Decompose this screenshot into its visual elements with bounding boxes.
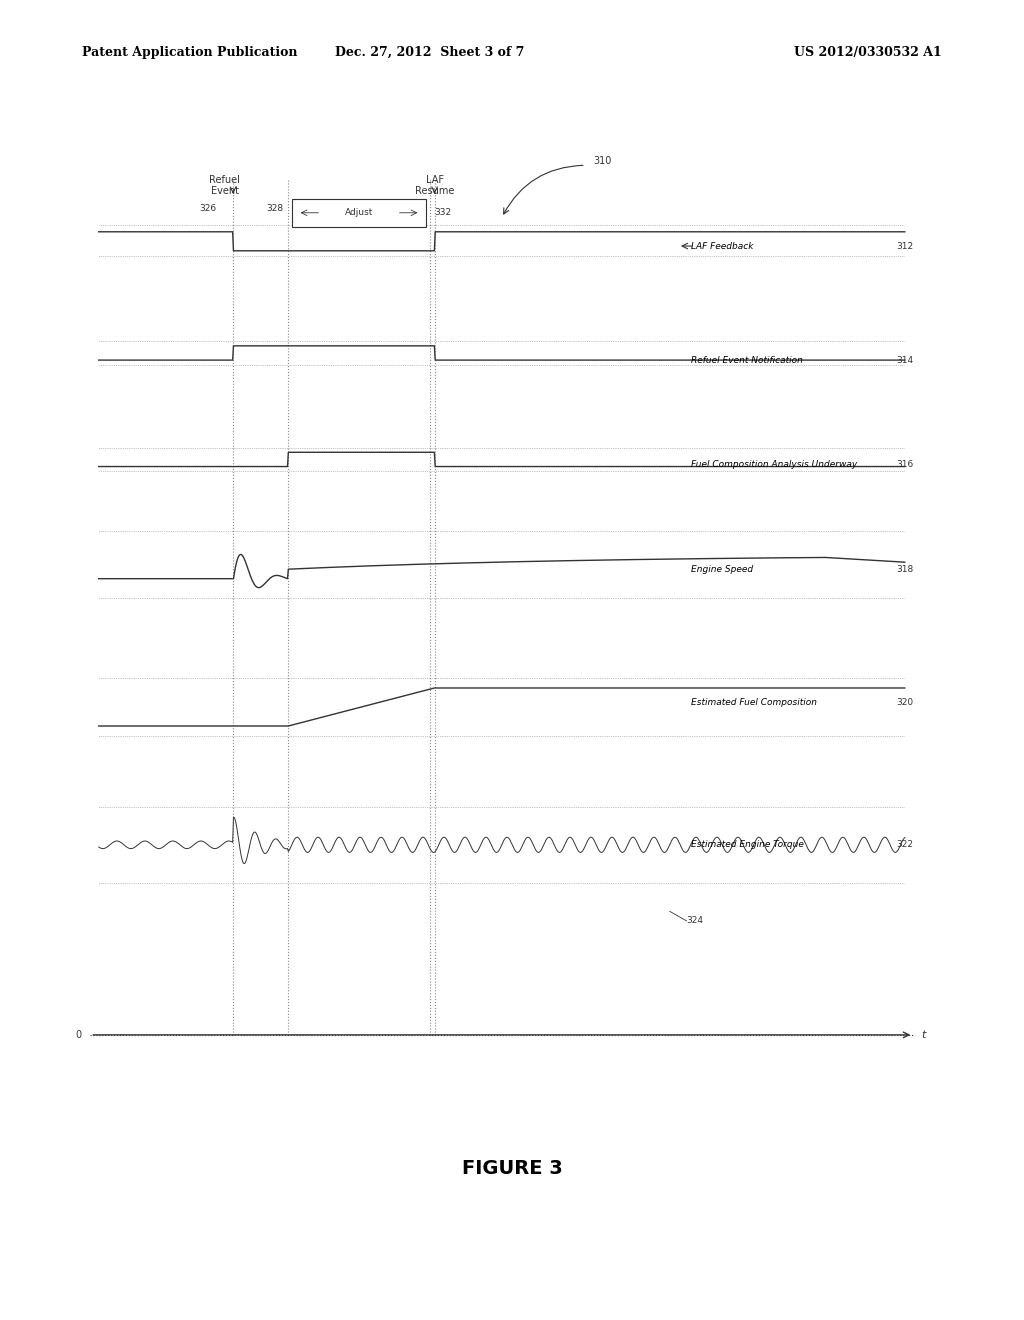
Text: 326: 326 [199, 203, 216, 213]
Text: 314: 314 [896, 355, 913, 364]
Text: LAF
Resume: LAF Resume [415, 174, 455, 197]
Text: 312: 312 [896, 242, 913, 251]
Text: 332: 332 [434, 209, 452, 218]
Text: 328: 328 [266, 203, 284, 213]
Text: 322: 322 [896, 841, 913, 849]
Text: 316: 316 [896, 461, 913, 469]
Text: t: t [922, 1030, 926, 1040]
Text: 0: 0 [76, 1030, 82, 1040]
Text: Adjust: Adjust [345, 209, 373, 218]
Text: FIGURE 3: FIGURE 3 [462, 1159, 562, 1177]
Text: Estimated Fuel Composition: Estimated Fuel Composition [690, 698, 817, 706]
Text: Refuel Event Notification: Refuel Event Notification [690, 355, 803, 364]
Text: LAF Feedback: LAF Feedback [690, 242, 754, 251]
Text: Estimated Engine Torque: Estimated Engine Torque [690, 841, 804, 849]
Text: 310: 310 [593, 156, 611, 165]
Text: Engine Speed: Engine Speed [690, 565, 753, 574]
FancyBboxPatch shape [292, 198, 426, 227]
Text: 320: 320 [896, 698, 913, 706]
Text: 324: 324 [686, 916, 703, 925]
Text: Patent Application Publication: Patent Application Publication [82, 46, 297, 59]
Text: Dec. 27, 2012  Sheet 3 of 7: Dec. 27, 2012 Sheet 3 of 7 [336, 46, 524, 59]
Text: Fuel Composition Analysis Underway: Fuel Composition Analysis Underway [690, 461, 857, 469]
Text: 330: 330 [296, 209, 313, 218]
Text: US 2012/0330532 A1: US 2012/0330532 A1 [795, 46, 942, 59]
Text: 318: 318 [896, 565, 913, 574]
Text: Refuel
Event: Refuel Event [209, 174, 240, 197]
